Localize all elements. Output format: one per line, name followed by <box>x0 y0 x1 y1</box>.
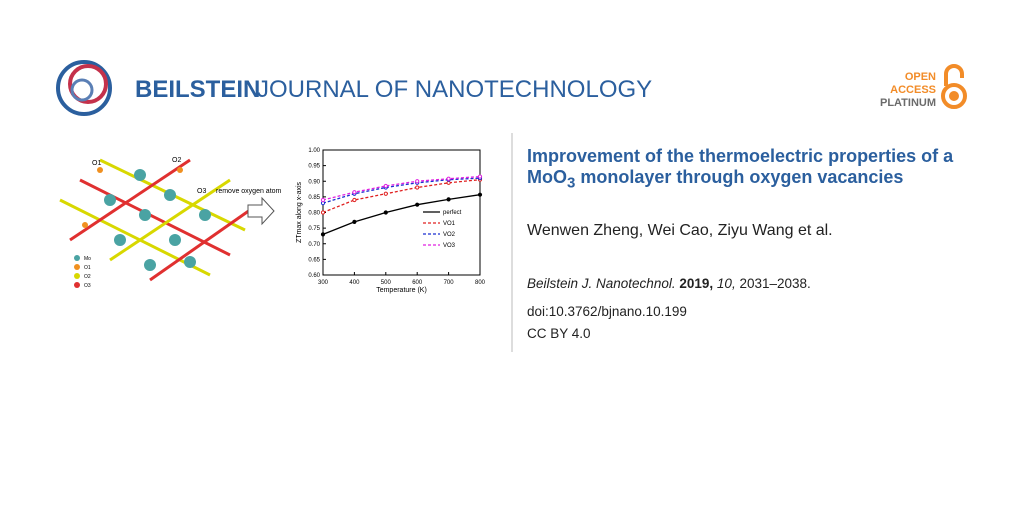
series-marker <box>383 183 388 189</box>
atom-label: O2 <box>172 157 181 164</box>
title-text: monolayer through oxygen vacancies <box>575 167 904 187</box>
y-axis-label: ZTmax along x-axis <box>296 181 303 243</box>
series-marker <box>320 210 326 215</box>
series-marker <box>415 202 420 207</box>
legend-label: perfect <box>443 210 462 216</box>
doi: doi:10.3762/bjnano.10.199 <box>527 304 687 319</box>
x-tick-label: 400 <box>349 280 360 286</box>
journal-name-bold: BEILSTEIN <box>135 76 260 103</box>
series-marker <box>415 185 420 190</box>
crystal-structure <box>59 158 251 288</box>
y-tick-label: 0.75 <box>308 226 320 232</box>
series-line <box>322 194 481 235</box>
title-text: Improvement of the thermoelectric proper… <box>527 146 954 187</box>
series-marker <box>320 232 326 237</box>
authors: Wenwen Zheng, Wei Cao, Ziyu Wang et al. <box>527 222 833 239</box>
y-tick-label: 0.90 <box>308 179 320 185</box>
legend-label: O3 <box>84 283 91 289</box>
x-tick-label: 700 <box>444 280 455 286</box>
x-tick-label: 500 <box>381 280 392 286</box>
x-tick-label: 600 <box>412 280 423 286</box>
y-tick-label: 0.65 <box>308 257 320 263</box>
license: CC BY 4.0 <box>527 326 591 341</box>
legend-label: VO2 <box>443 232 456 238</box>
arrow <box>247 196 275 226</box>
series-marker <box>477 174 483 179</box>
y-tick-label: 0.70 <box>308 242 320 248</box>
series-marker <box>352 197 357 203</box>
x-tick-label: 800 <box>475 280 486 286</box>
series-marker <box>352 219 357 224</box>
x-axis-label: Temperature (K) <box>376 287 427 294</box>
series-marker <box>352 190 357 195</box>
legend-label: O2 <box>84 274 91 280</box>
y-tick-label: 0.60 <box>308 273 320 279</box>
y-tick-label: 0.85 <box>308 195 320 201</box>
y-tick-label: 0.95 <box>308 164 320 170</box>
chart: 0.60 0.65 0.70 0.75 0.80 0.85 0.90 0.95 1.00 300 4… <box>296 148 486 294</box>
badge-text: OPEN <box>905 71 936 83</box>
open-access-icon <box>941 64 967 109</box>
series-marker <box>383 191 388 196</box>
series-marker <box>477 192 483 197</box>
atom-label: O1 <box>92 160 101 167</box>
series-marker <box>320 197 326 203</box>
y-tick-label: 0.80 <box>308 211 320 217</box>
citation-volume: 10, <box>716 276 736 291</box>
y-tick-label: 1.00 <box>308 148 320 154</box>
arrow-text: remove oxygen atom <box>216 188 282 195</box>
title-subscript: 3 <box>567 174 576 192</box>
series-line <box>322 177 481 204</box>
series-marker <box>383 210 388 215</box>
badge-text: ACCESS <box>890 84 936 96</box>
citation-journal: Beilstein J. Nanotechnol. <box>527 276 676 291</box>
article-title: Improvement of the thermoelectric proper… <box>527 146 957 194</box>
journal-name: JOURNAL OF NANOTECHNOLOGY <box>257 76 652 103</box>
legend-label: VO3 <box>443 243 456 249</box>
journal-logo <box>56 60 112 116</box>
citation-pages: 2031–2038. <box>739 276 811 291</box>
citation: Beilstein J. Nanotechnol. 2019, 10, 2031… <box>527 276 811 291</box>
citation-year: 2019, <box>679 276 714 291</box>
legend-label: Mo <box>84 256 91 262</box>
atom-label: O3 <box>197 188 206 195</box>
series-line <box>322 179 481 214</box>
series-marker <box>446 176 451 181</box>
badge-text: PLATINUM <box>880 97 936 109</box>
legend-label: VO1 <box>443 221 456 227</box>
series-line <box>322 175 481 201</box>
series-marker <box>415 179 420 184</box>
legend-label: O1 <box>84 265 91 271</box>
series-marker <box>446 197 451 202</box>
x-tick-label: 300 <box>318 280 329 286</box>
